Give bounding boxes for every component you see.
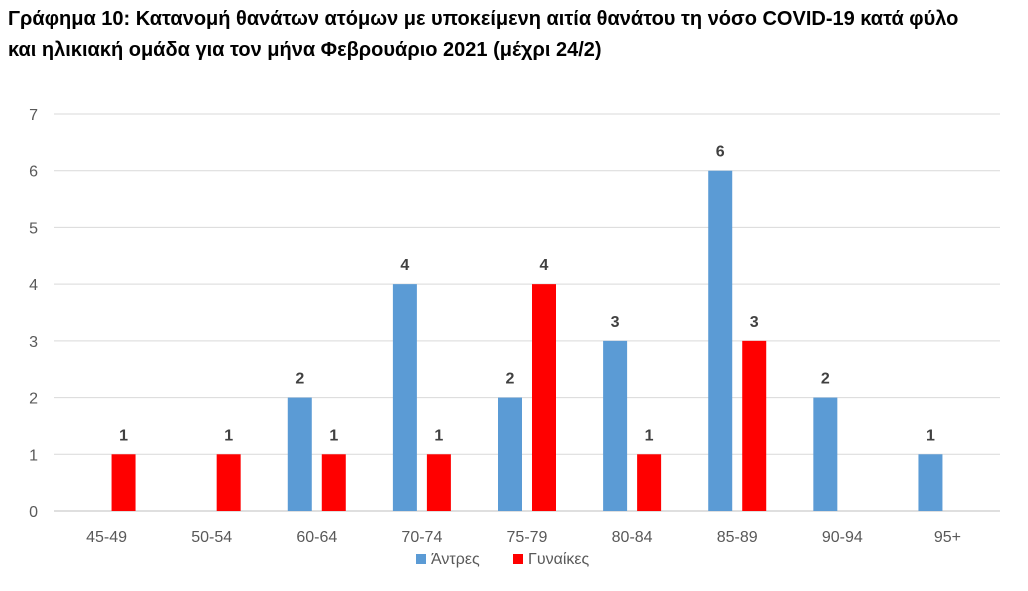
bar-women — [637, 454, 662, 511]
data-label: 1 — [329, 427, 338, 444]
x-tick-label: 80-84 — [612, 529, 653, 546]
x-tick-label: 85-89 — [717, 529, 758, 546]
data-label: 1 — [645, 427, 654, 444]
bar-men — [708, 170, 733, 511]
bar-women — [216, 454, 241, 511]
x-tick-label: 75-79 — [507, 529, 548, 546]
data-label: 3 — [750, 314, 759, 331]
data-label: 2 — [506, 371, 515, 388]
data-label: 2 — [821, 371, 830, 388]
bar-women — [111, 454, 136, 511]
gridlines — [54, 113, 1000, 512]
data-labels: 1 1 2 1 4 1 2 4 3 1 6 3 2 1 — [119, 144, 935, 445]
bar-men — [813, 397, 838, 511]
bars — [111, 170, 943, 511]
y-tick-label: 5 — [29, 220, 38, 237]
bar-women — [742, 340, 767, 511]
data-label: 1 — [926, 427, 935, 444]
y-tick-label: 1 — [29, 447, 38, 464]
bar-men — [392, 284, 417, 511]
bar-men — [498, 397, 522, 511]
x-tick-label: 70-74 — [401, 529, 442, 546]
chart-title-line-1: Γράφημα 10: Κατανομή θανάτων ατόμων με υ… — [8, 8, 959, 30]
data-label: 1 — [434, 427, 443, 444]
data-label: 4 — [400, 257, 409, 274]
legend: Άντρες Γυναίκες — [416, 551, 590, 568]
bar-women — [426, 454, 451, 511]
bar-women — [321, 454, 346, 511]
bar-men — [287, 397, 312, 511]
data-label: 6 — [716, 144, 725, 161]
y-tick-label: 0 — [29, 504, 38, 521]
y-tick-label: 2 — [29, 391, 38, 408]
data-label: 1 — [119, 427, 128, 444]
chart-title: Γράφημα 10: Κατανομή θανάτων ατόμων με υ… — [8, 4, 1018, 66]
x-tick-label: 45-49 — [86, 529, 127, 546]
data-label: 2 — [295, 371, 304, 388]
x-tick-label: 50-54 — [191, 529, 232, 546]
bar-women — [532, 284, 556, 511]
y-tick-label: 6 — [29, 164, 38, 181]
data-label: 4 — [540, 257, 549, 274]
legend-label: Γυναίκες — [528, 551, 590, 568]
legend-label: Άντρες — [431, 551, 480, 568]
legend-swatch — [513, 554, 523, 564]
y-tick-label: 4 — [29, 277, 38, 294]
y-tick-label: 3 — [29, 334, 38, 351]
bar-men — [603, 340, 628, 511]
x-tick-label: 90-94 — [822, 529, 863, 546]
data-label: 1 — [224, 427, 233, 444]
x-tick-label: 60-64 — [296, 529, 337, 546]
data-label: 3 — [611, 314, 620, 331]
x-tick-label: 95+ — [934, 529, 961, 546]
x-axis-ticks: 45-49 50-54 60-64 70-74 75-79 80-84 85-89 90-94… — [86, 529, 961, 546]
chart-title-line-2: και ηλικιακή ομάδα για τον μήνα Φεβρουάρ… — [8, 39, 602, 61]
y-tick-label: 7 — [29, 107, 38, 124]
legend-swatch — [416, 554, 426, 564]
bar-men — [918, 454, 943, 511]
y-axis-ticks: 0 1 2 3 4 5 6 7 — [29, 107, 38, 521]
